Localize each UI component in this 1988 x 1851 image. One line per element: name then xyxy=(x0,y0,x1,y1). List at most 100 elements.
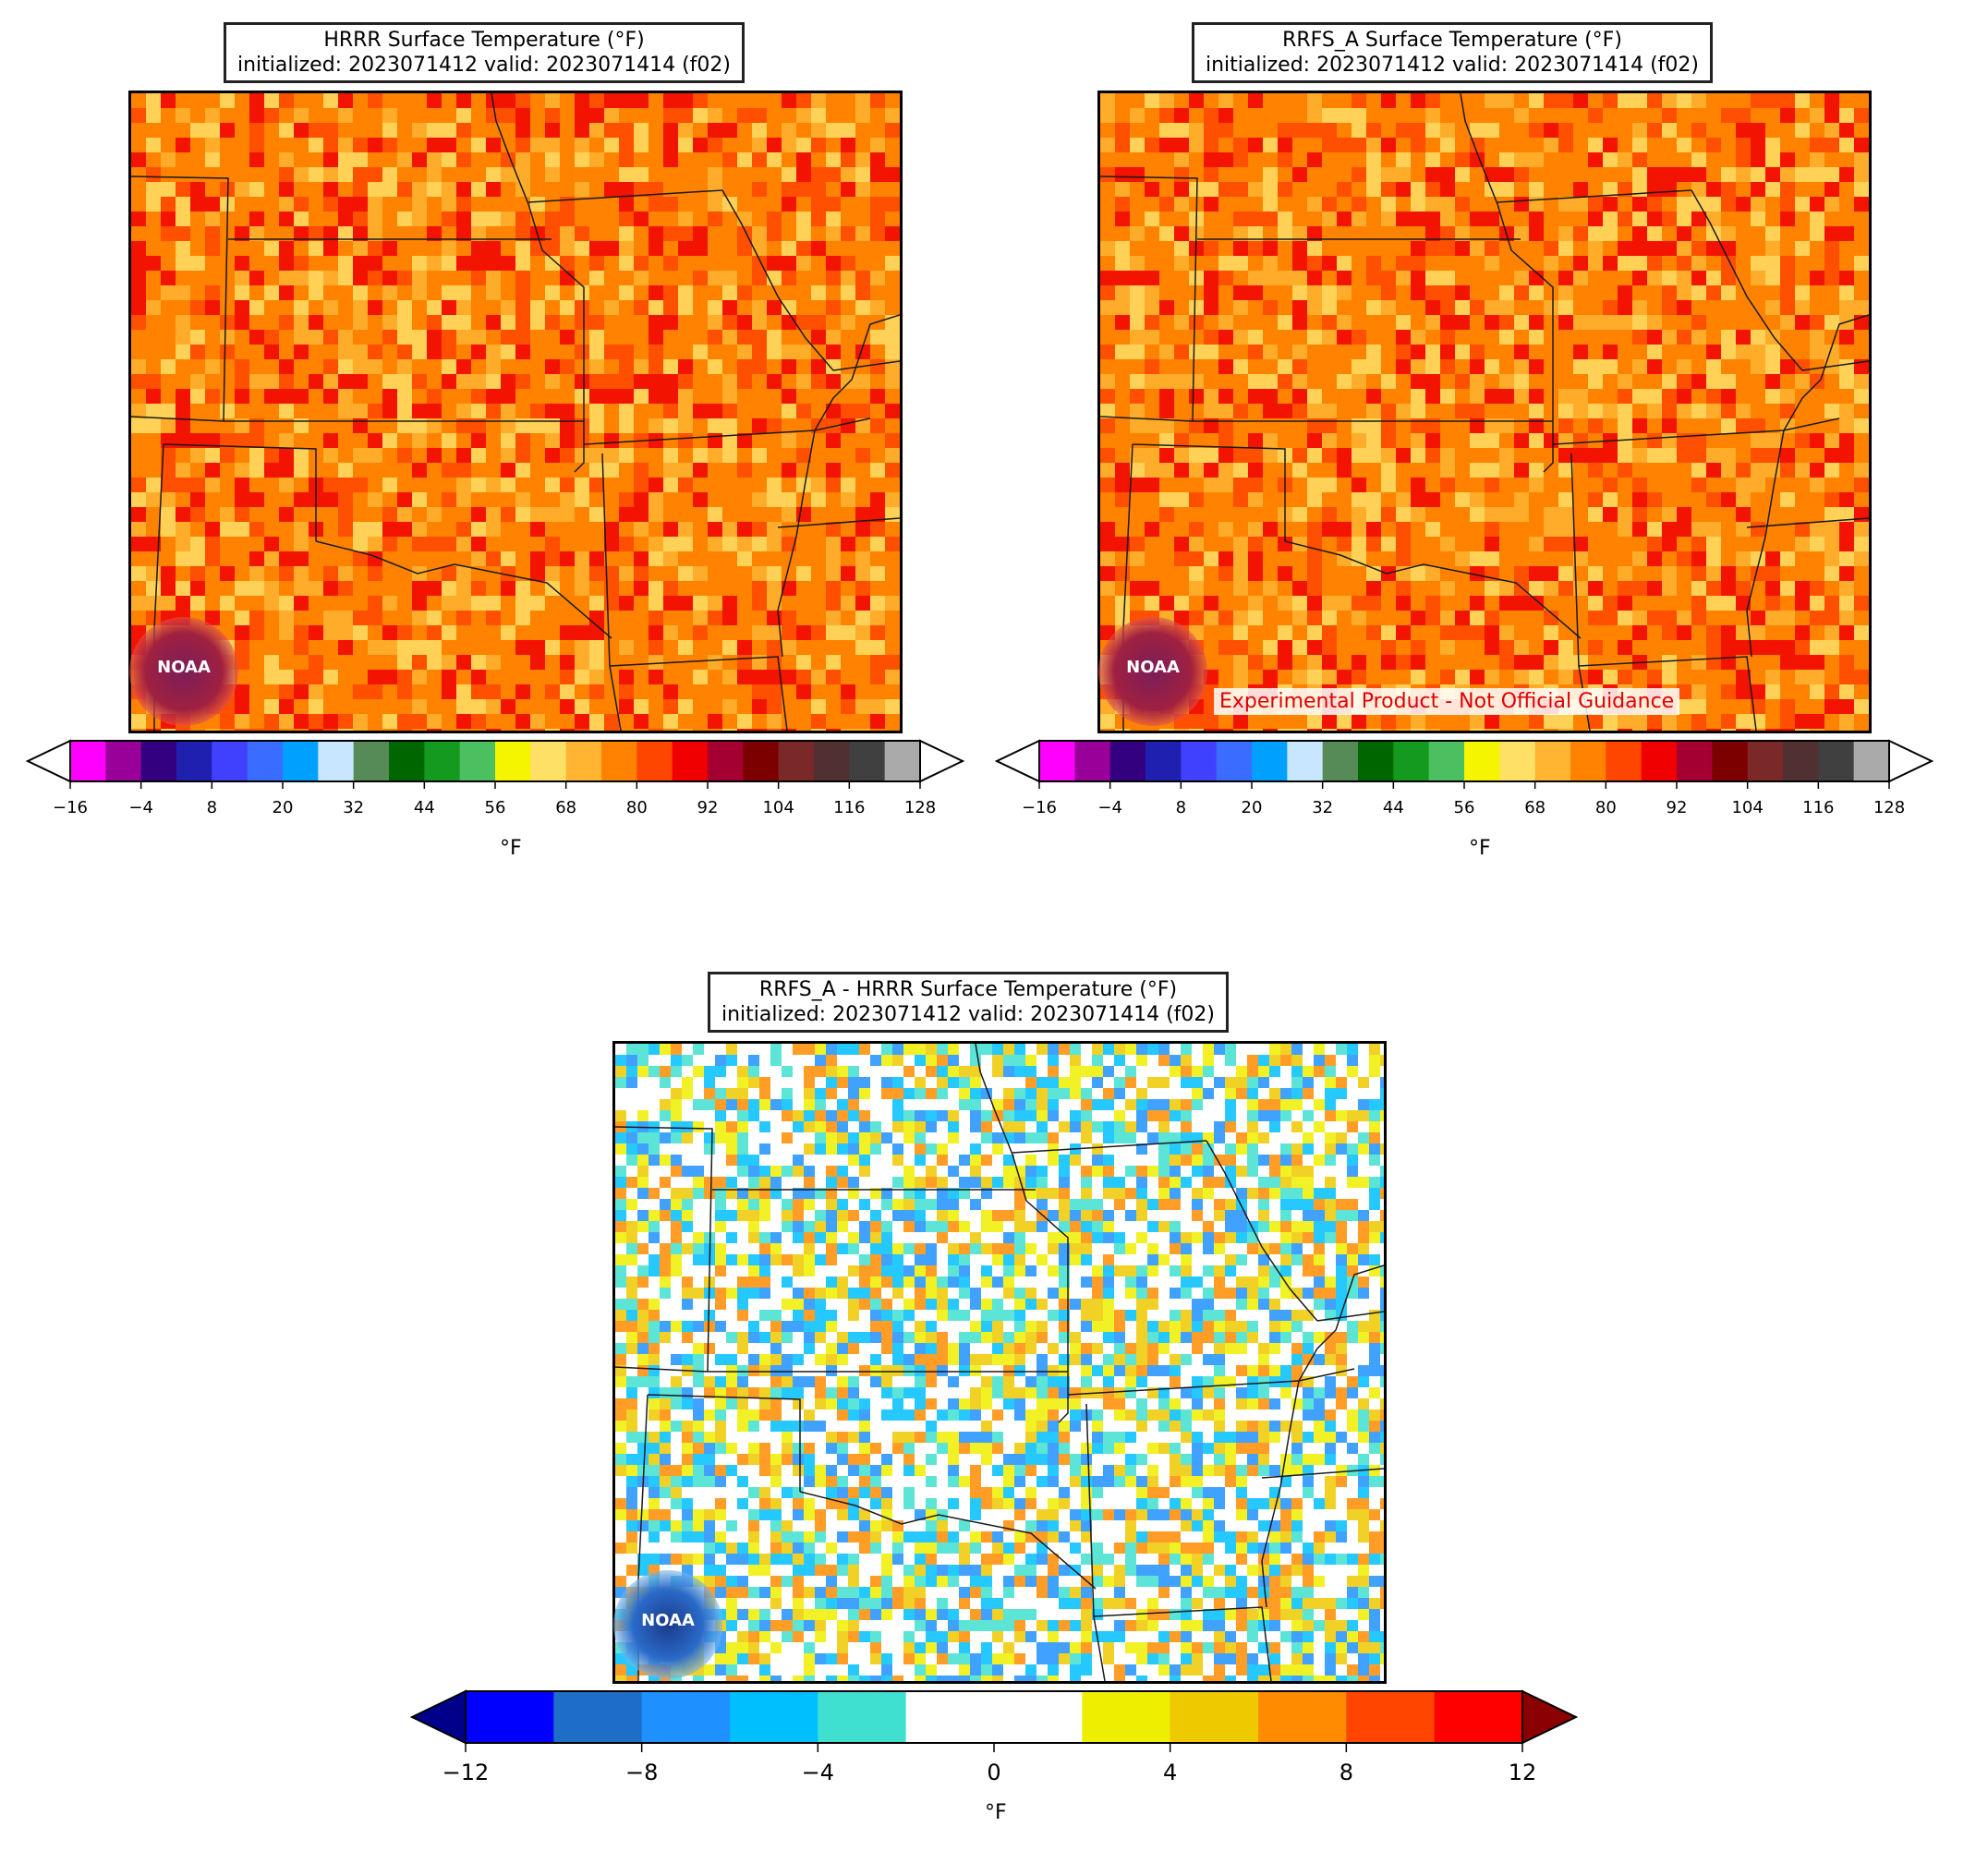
field-cell xyxy=(456,433,471,448)
field-cell xyxy=(796,167,811,182)
field-cell xyxy=(1751,478,1765,492)
field-cell xyxy=(1470,492,1485,507)
field-cell xyxy=(1263,241,1278,256)
field-cell xyxy=(412,404,427,418)
field-cell xyxy=(1824,566,1839,581)
field-cell xyxy=(1485,300,1499,315)
field-cell xyxy=(870,714,885,729)
field-cell xyxy=(545,212,560,226)
field-cell xyxy=(1263,581,1278,596)
field-cell xyxy=(678,566,693,581)
field-cell xyxy=(545,359,560,374)
field-cell xyxy=(1588,418,1603,433)
field-cell xyxy=(708,611,722,625)
field-cell xyxy=(235,463,249,478)
field-cell xyxy=(1662,537,1677,551)
field-cell xyxy=(704,1099,715,1110)
field-cell xyxy=(796,655,811,670)
state-boundary-line xyxy=(1132,443,1286,541)
field-cell xyxy=(1100,537,1115,551)
field-cell xyxy=(146,345,161,359)
field-cell xyxy=(1810,345,1824,359)
field-cell xyxy=(486,418,501,433)
field-cell xyxy=(190,463,205,478)
field-cell xyxy=(1314,1077,1325,1088)
field-cell xyxy=(161,167,176,182)
field-cell xyxy=(382,492,397,507)
field-cell xyxy=(1618,167,1632,182)
field-cell xyxy=(678,389,693,404)
field-cell xyxy=(1130,123,1145,138)
field-cell xyxy=(1736,640,1751,655)
field-cell xyxy=(382,271,397,285)
field-cell xyxy=(1470,537,1485,551)
field-cell xyxy=(1233,596,1248,611)
field-cell xyxy=(1573,256,1588,271)
field-cell xyxy=(1204,566,1218,581)
field-cell xyxy=(1248,374,1263,389)
field-cell xyxy=(708,670,722,684)
field-cell xyxy=(1233,670,1248,684)
field-cell xyxy=(1236,1066,1247,1077)
field-cell xyxy=(1721,152,1736,167)
field-cell xyxy=(1721,640,1736,655)
hrrr-map[interactable] xyxy=(128,91,903,733)
field-cell xyxy=(309,271,323,285)
field-cell xyxy=(235,241,249,256)
field-cell xyxy=(1440,448,1455,463)
colorbar-tick-label: 92 xyxy=(697,798,719,817)
rrfs-map[interactable] xyxy=(1097,91,1872,733)
field-cell xyxy=(530,241,545,256)
field-cell xyxy=(604,359,619,374)
field-cell xyxy=(885,492,900,507)
field-cell xyxy=(708,271,722,285)
field-cell xyxy=(1307,714,1322,729)
field-cell xyxy=(1189,300,1204,315)
field-cell xyxy=(759,1088,770,1099)
field-cell xyxy=(530,596,545,611)
field-cell xyxy=(604,433,619,448)
field-cell xyxy=(1485,167,1499,182)
colorbar-segment xyxy=(530,741,567,781)
field-cell xyxy=(161,152,176,167)
field-cell xyxy=(885,655,900,670)
field-cell xyxy=(752,300,767,315)
field-cell xyxy=(1736,699,1751,714)
field-cell xyxy=(294,596,309,611)
field-cell xyxy=(1647,271,1662,285)
field-cell xyxy=(1218,152,1233,167)
field-cell xyxy=(249,182,264,197)
field-cell xyxy=(855,167,870,182)
field-cell xyxy=(382,389,397,404)
field-cell xyxy=(811,492,826,507)
field-cell xyxy=(427,167,442,182)
field-cell xyxy=(1854,93,1869,108)
field-cell xyxy=(190,212,205,226)
field-cell xyxy=(1618,330,1632,345)
field-cell xyxy=(1470,123,1485,138)
field-cell xyxy=(545,566,560,581)
field-cell xyxy=(663,389,678,404)
field-cell xyxy=(759,1110,770,1121)
field-cell xyxy=(1514,389,1529,404)
field-cell xyxy=(1145,182,1159,197)
field-cell xyxy=(1352,640,1366,655)
field-cell xyxy=(1455,581,1470,596)
field-cell xyxy=(693,1199,704,1210)
field-cell xyxy=(782,1099,793,1110)
field-cell xyxy=(249,123,264,138)
field-cell xyxy=(1352,729,1366,731)
field-cell xyxy=(1529,492,1544,507)
field-cell xyxy=(1081,1066,1092,1077)
field-cell xyxy=(279,670,294,684)
field-cell xyxy=(1721,271,1736,285)
field-cell xyxy=(1130,212,1145,226)
field-cell xyxy=(560,611,575,625)
field-cell xyxy=(826,714,841,729)
field-cell xyxy=(1218,729,1233,731)
field-cell xyxy=(649,1066,660,1077)
difference-map[interactable] xyxy=(612,1041,1387,1684)
field-cell xyxy=(693,167,708,182)
hrrr-title: HRRR Surface Temperature (°F) initialize… xyxy=(224,22,745,83)
field-cell xyxy=(560,418,575,433)
